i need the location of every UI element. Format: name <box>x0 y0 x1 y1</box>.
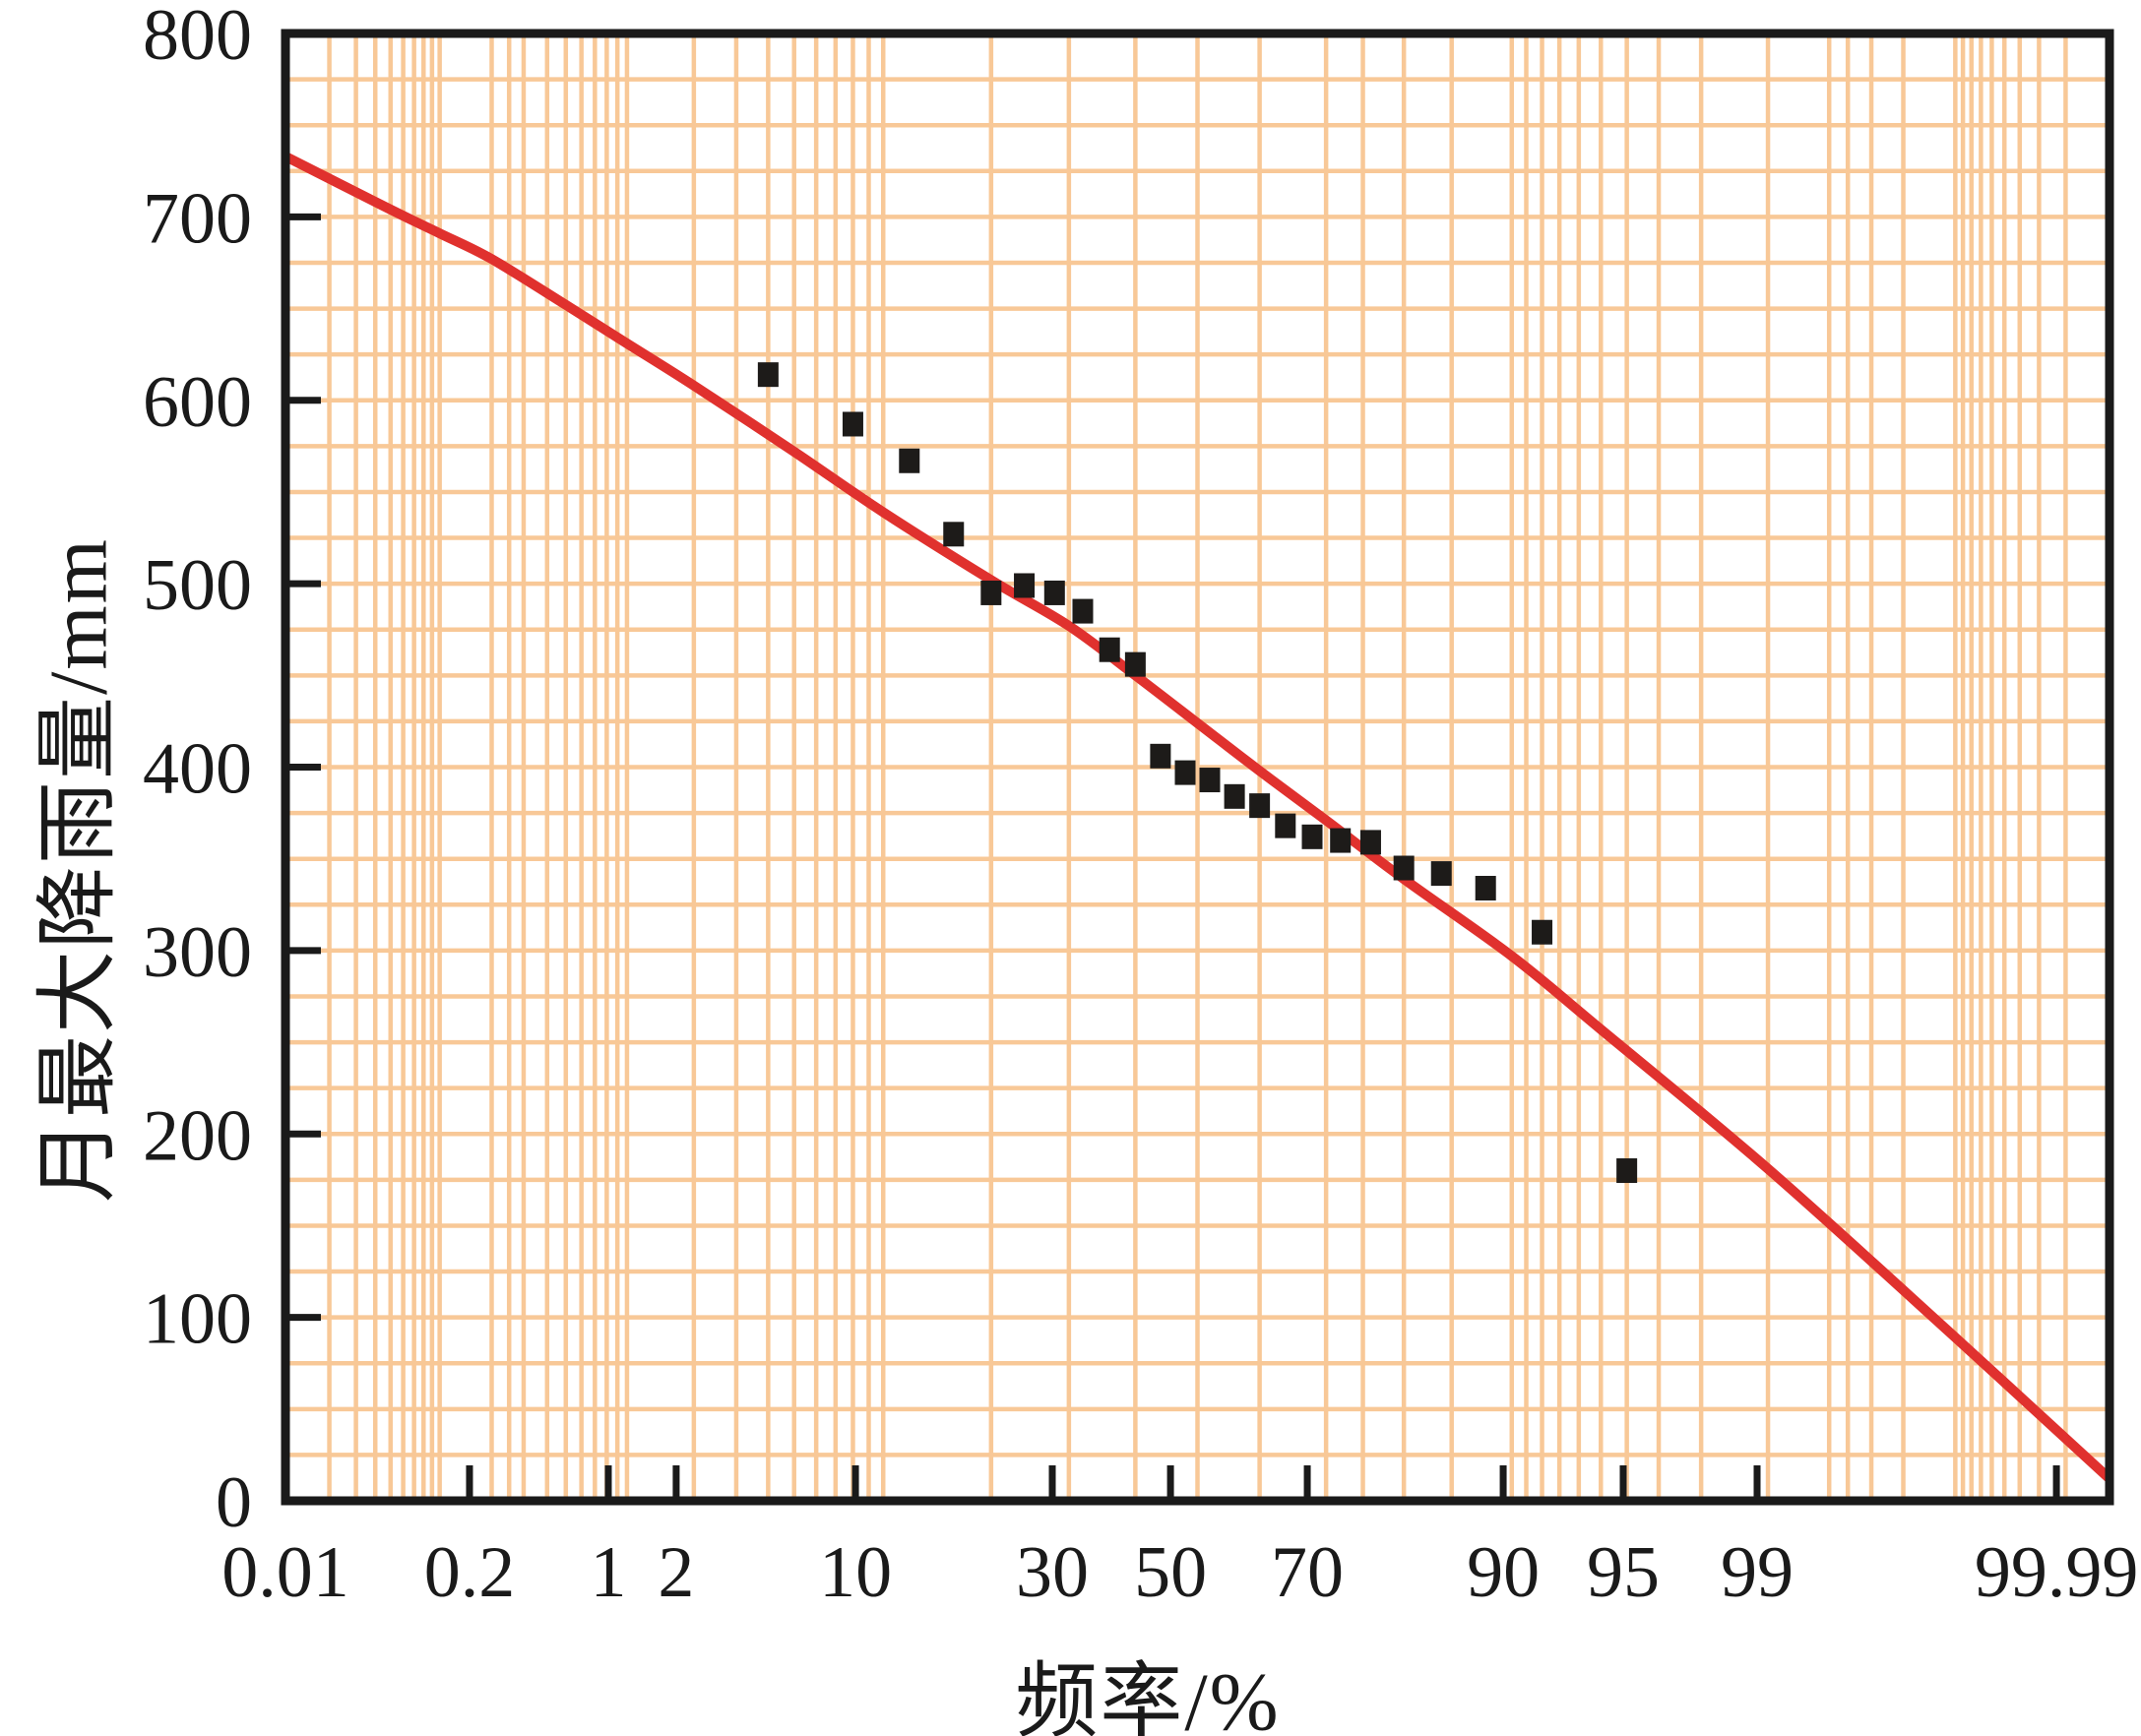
data-point-marker <box>1330 828 1352 853</box>
x-tick-label: 30 <box>1016 1532 1089 1613</box>
data-point-marker <box>1099 637 1120 662</box>
data-point-marker <box>1393 855 1415 881</box>
data-point-marker <box>980 580 1002 605</box>
x-tick-label: 90 <box>1467 1532 1540 1613</box>
y-tick-label: 200 <box>143 1095 252 1176</box>
data-point-marker <box>1430 861 1452 887</box>
data-point-marker <box>899 448 920 473</box>
data-point-marker <box>1616 1158 1638 1184</box>
y-axis-title: 月最大降雨量/mm <box>32 536 125 1204</box>
data-point-marker <box>1014 573 1036 598</box>
y-tick-label: 700 <box>143 178 252 259</box>
x-axis-title: 频率/% <box>1015 1656 1281 1736</box>
data-point-marker <box>1475 876 1496 901</box>
x-tick-label: 10 <box>819 1532 892 1613</box>
x-tick-label: 2 <box>658 1532 694 1613</box>
data-point-marker <box>842 411 863 437</box>
y-tick-label: 100 <box>143 1279 252 1360</box>
y-tick-label: 600 <box>143 362 252 443</box>
x-tick-label: 70 <box>1271 1532 1344 1613</box>
x-tick-label: 50 <box>1134 1532 1207 1613</box>
x-tick-label: 0.01 <box>221 1532 349 1613</box>
data-point-marker <box>1043 580 1065 605</box>
data-point-marker <box>1124 651 1146 677</box>
x-tick-label: 1 <box>590 1532 626 1613</box>
data-point-marker <box>757 362 779 388</box>
y-tick-label: 500 <box>143 545 252 626</box>
data-point-marker <box>1301 824 1323 849</box>
data-point-marker <box>943 522 965 547</box>
data-point-marker <box>1359 830 1381 855</box>
data-point-marker <box>1275 813 1296 838</box>
data-point-marker <box>1072 598 1094 624</box>
data-point-marker <box>1174 760 1196 785</box>
y-tick-label: 300 <box>143 912 252 993</box>
x-tick-label: 99.99 <box>1975 1532 2139 1613</box>
y-tick-label: 400 <box>143 729 252 810</box>
data-point-marker <box>1199 768 1221 793</box>
data-point-marker <box>1150 743 1171 769</box>
data-point-marker <box>1249 793 1271 819</box>
data-point-marker <box>1224 783 1245 809</box>
x-tick-label: 0.2 <box>424 1532 516 1613</box>
fitted-curve-line <box>283 152 2113 1483</box>
x-tick-label: 95 <box>1587 1532 1660 1613</box>
x-tick-label: 99 <box>1721 1532 1794 1613</box>
y-tick-label: 0 <box>216 1462 252 1543</box>
data-point-marker <box>1532 919 1553 945</box>
y-tick-label: 800 <box>143 0 252 76</box>
